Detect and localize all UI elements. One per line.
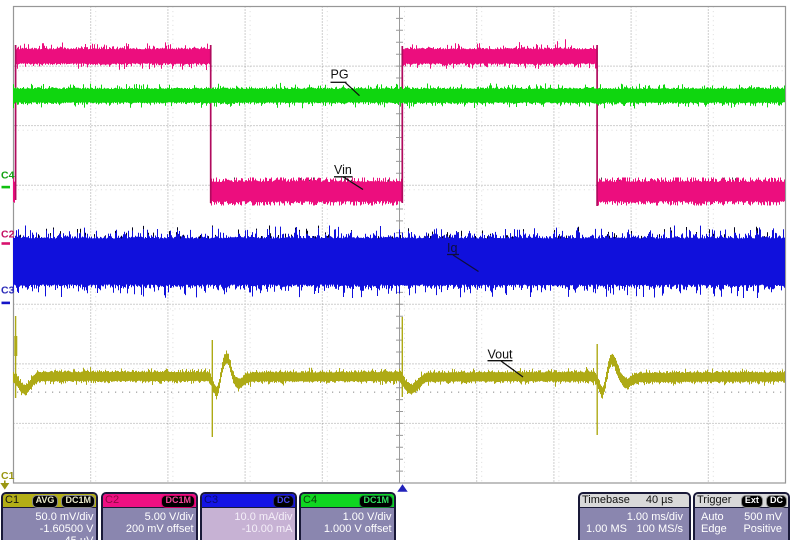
svg-text:C4: C4 bbox=[1, 170, 15, 182]
svg-text:Vout: Vout bbox=[488, 347, 514, 361]
svg-text:C1: C1 bbox=[1, 470, 15, 482]
svg-text:Vin: Vin bbox=[334, 163, 352, 177]
svg-text:C2: C2 bbox=[1, 229, 15, 241]
svg-text:C3: C3 bbox=[1, 285, 15, 297]
svg-text:PG: PG bbox=[331, 68, 349, 82]
svg-text:Iq: Iq bbox=[447, 241, 457, 255]
